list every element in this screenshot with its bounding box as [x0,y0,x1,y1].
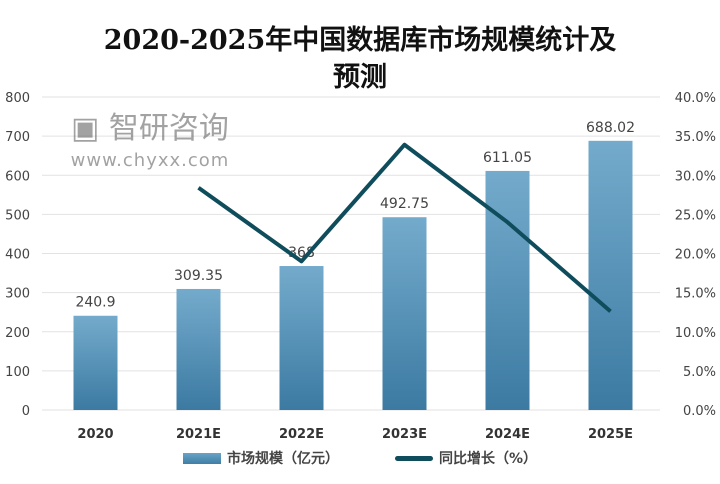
y-tick-label-left: 100 [5,365,30,380]
chart-title: 2020-2025年中国数据库市场规模统计及 [103,25,617,56]
bar-data-label: 309.35 [174,268,223,284]
x-tick-label: 2022E [279,427,324,442]
y-tick-label-right: 35.0% [675,130,716,145]
legend-item-bar: 市场规模（亿元） [182,448,339,468]
watermark-brand: ▣ 智研咨询 [71,111,229,146]
bar-data-label: 492.75 [380,196,429,212]
bar [279,266,324,410]
y-tick-label-right: 10.0% [675,326,716,341]
bar [176,288,221,410]
bar [588,140,633,410]
legend-swatch-line [394,455,433,461]
x-tick-label: 2023E [382,427,427,442]
bar [73,315,118,410]
bar-data-label: 688.02 [586,120,635,136]
y-tick-label-left: 300 [5,287,30,302]
x-tick-label: 2021E [176,427,221,442]
y-tick-label-left: 200 [5,326,30,341]
y-tick-label-left: 800 [5,91,30,106]
y-tick-label-right: 40.0% [675,91,716,106]
y-tick-label-right: 5.0% [683,365,716,380]
x-tick-label: 2020 [77,427,113,442]
bar [485,170,530,410]
y-tick-label-left: 400 [5,248,30,263]
y-tick-label-left: 0 [22,404,30,419]
y-tick-label-left: 500 [5,208,30,223]
legend: 市场规模（亿元） 同比增长（%） [0,448,720,468]
x-tick-label: 2025E [588,427,633,442]
legend-swatch-bar [182,452,221,464]
legend-item-line: 同比增长（%） [394,448,538,468]
chart-title-line2: 预测 [333,62,387,93]
y-tick-label-right: 30.0% [675,169,716,184]
y-tick-label-right: 20.0% [675,248,716,263]
legend-label: 市场规模（亿元） [226,451,339,467]
bar [382,217,427,410]
bar-data-label: 240.9 [75,295,115,311]
legend-label: 同比增长（%） [438,451,538,467]
watermark-url: www.chyxx.com [71,150,230,171]
y-tick-label-left: 700 [5,130,30,145]
y-tick-label-right: 25.0% [675,208,716,223]
bar-data-label: 611.05 [483,150,532,166]
y-tick-label-left: 600 [5,169,30,184]
x-tick-label: 2024E [485,427,530,442]
y-tick-label-right: 0.0% [683,404,716,419]
y-tick-label-right: 15.0% [675,287,716,302]
